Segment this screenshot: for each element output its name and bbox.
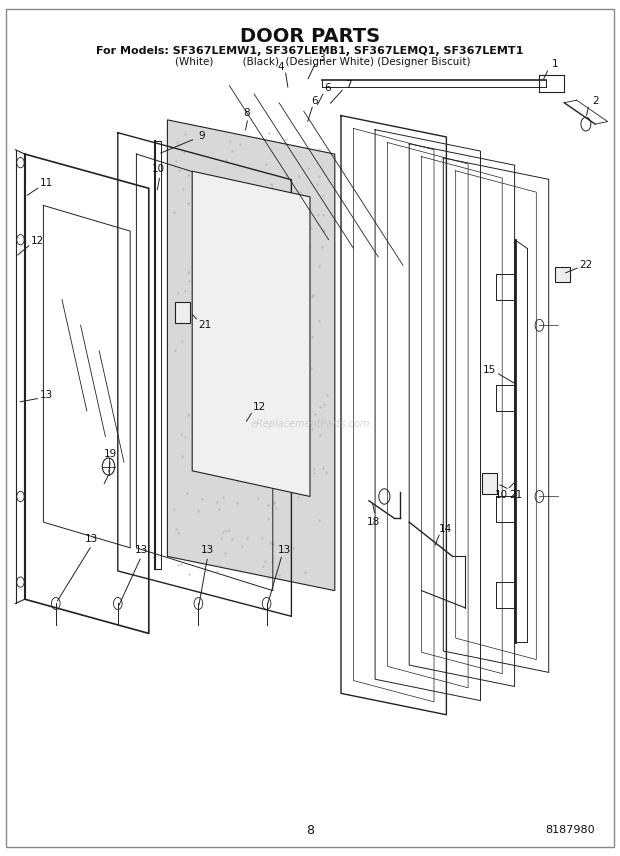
Text: 13: 13 (85, 534, 99, 544)
Text: 9: 9 (198, 131, 205, 141)
Text: DOOR PARTS: DOOR PARTS (240, 27, 380, 46)
Text: For Models: SF367LEMW1, SF367LEMB1, SF367LEMQ1, SF367LEMT1: For Models: SF367LEMW1, SF367LEMB1, SF36… (96, 46, 524, 56)
Text: 21: 21 (509, 490, 523, 500)
Text: 13: 13 (135, 544, 148, 555)
Text: 13: 13 (277, 544, 291, 555)
Text: 13: 13 (40, 390, 53, 401)
Text: eReplacementParts.com: eReplacementParts.com (250, 419, 370, 429)
Polygon shape (192, 171, 310, 496)
Text: 12: 12 (252, 401, 266, 412)
Text: 10: 10 (494, 490, 508, 500)
Text: 2: 2 (592, 96, 598, 106)
Text: (White)         (Black)  (Designer White) (Designer Biscuit): (White) (Black) (Designer White) (Design… (149, 57, 471, 68)
Text: 12: 12 (30, 236, 44, 247)
Text: 8: 8 (306, 823, 314, 837)
Text: 22: 22 (579, 260, 593, 270)
Text: 8187980: 8187980 (546, 825, 595, 835)
Text: 7: 7 (345, 80, 352, 90)
Text: 14: 14 (438, 524, 452, 534)
Text: 19: 19 (104, 449, 117, 459)
Text: 6: 6 (312, 96, 318, 106)
Text: 8: 8 (244, 108, 250, 118)
Text: 10: 10 (151, 164, 165, 175)
Text: 1: 1 (552, 59, 558, 69)
Text: 13: 13 (201, 544, 215, 555)
Bar (482, 473, 497, 494)
Text: 21: 21 (198, 320, 211, 330)
Polygon shape (167, 120, 335, 591)
Text: 15: 15 (483, 365, 497, 375)
Text: 11: 11 (40, 178, 53, 188)
Bar (555, 267, 570, 282)
Bar (175, 302, 190, 323)
Text: 3: 3 (318, 53, 324, 63)
Text: 4: 4 (278, 62, 284, 72)
Text: 6: 6 (324, 83, 330, 93)
Text: 18: 18 (366, 517, 380, 527)
